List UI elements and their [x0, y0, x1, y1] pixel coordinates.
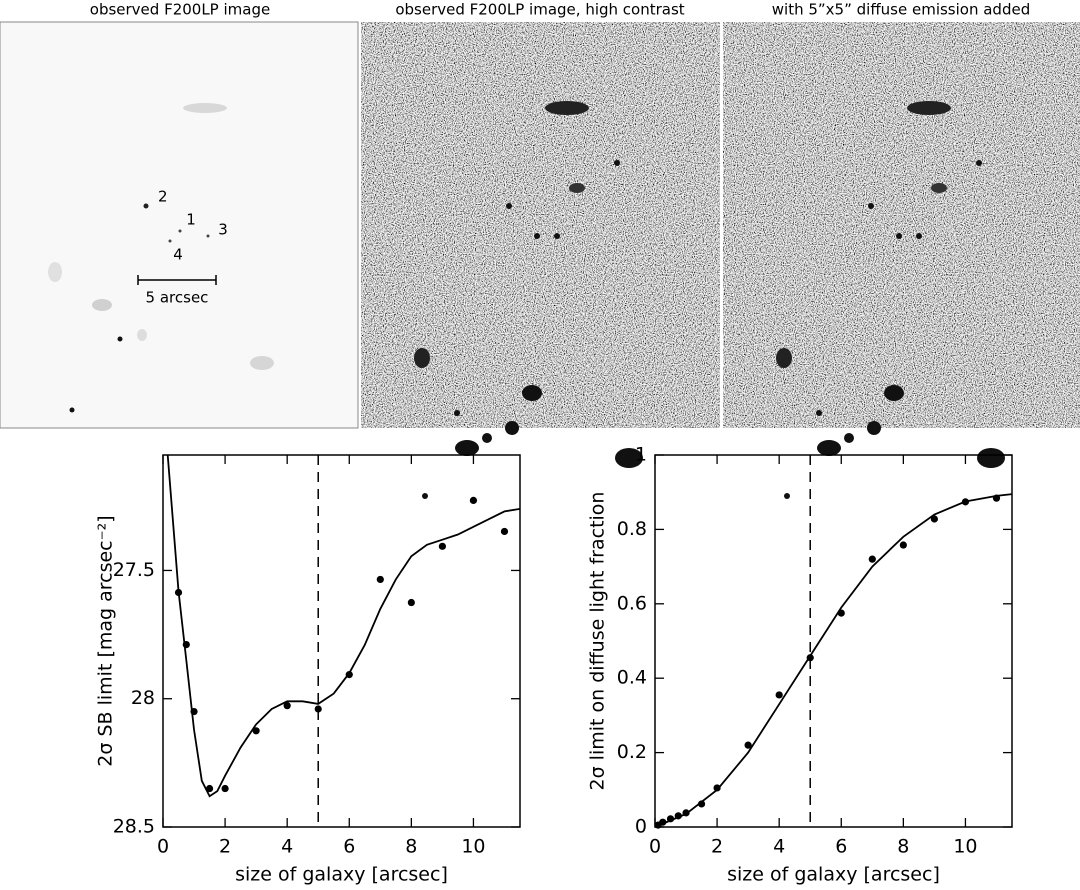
- x-axis-label: size of galaxy [arcsec]: [727, 864, 940, 886]
- x-tick-label: 4: [281, 836, 293, 858]
- model-curve: [654, 493, 1013, 828]
- source-label: 3: [218, 221, 228, 239]
- image-panels: 2 1 3 4 5 arcsec observed F200LP image o…: [0, 1, 1080, 499]
- y-axis-label: 2σ limit on diffuse light fraction: [587, 492, 609, 791]
- image-panel: [0, 21, 359, 429]
- panel-title: observed F200LP image, high contrast: [395, 1, 684, 19]
- data-point: [775, 691, 783, 699]
- y-tick-label: 0.8: [617, 518, 647, 540]
- data-point: [376, 575, 384, 584]
- data-point: [713, 784, 721, 792]
- y-axis-label: 2σ SB limit [mag arcsec⁻²]: [95, 515, 117, 766]
- x-tick-label: 10: [953, 836, 977, 858]
- data-point: [868, 555, 876, 563]
- data-point: [930, 515, 938, 523]
- x-tick-label: 0: [157, 836, 169, 858]
- data-point: [221, 784, 229, 793]
- x-tick-label: 8: [897, 836, 909, 858]
- data-point: [744, 741, 752, 749]
- y-tick-label: 28.5: [113, 816, 155, 838]
- x-tick-label: 6: [343, 836, 355, 858]
- data-point: [252, 727, 260, 735]
- plot-frame: [162, 454, 521, 828]
- x-tick-label: 6: [835, 836, 847, 858]
- data-point: [438, 542, 446, 550]
- x-tick-label: 8: [405, 836, 417, 858]
- x-tick-label: 4: [773, 836, 785, 858]
- x-tick-label: 10: [461, 836, 485, 858]
- image-panel: [361, 22, 720, 428]
- y-tick-label: 1: [635, 444, 647, 466]
- data-point: [283, 702, 291, 710]
- y-tick-label: 0: [635, 816, 647, 838]
- image-panel: [723, 22, 1080, 428]
- data-point: [407, 598, 415, 607]
- x-axis-label: size of galaxy [arcsec]: [235, 864, 448, 886]
- data-point: [469, 496, 478, 505]
- data-point: [899, 541, 907, 549]
- data-point: [314, 705, 322, 713]
- panel-title: observed F200LP image: [90, 1, 270, 19]
- plot-frame: [654, 454, 1013, 828]
- y-tick-label: 0.4: [617, 667, 647, 689]
- x-tick-label: 2: [219, 836, 231, 858]
- y-tick-label: 27.5: [113, 559, 155, 581]
- scale-label: 5 arcsec: [146, 289, 209, 307]
- source-label: 2: [158, 188, 168, 206]
- data-point: [500, 527, 509, 536]
- data-point: [205, 784, 214, 793]
- source-label: 1: [186, 211, 196, 229]
- y-tick-label: 28: [131, 687, 155, 709]
- panel-title: with 5”x5” diffuse emission added: [772, 1, 1030, 19]
- y-tick-label: 0.2: [617, 741, 647, 763]
- source-label: 4: [173, 246, 183, 264]
- data-point: [697, 800, 706, 808]
- x-tick-label: 0: [649, 836, 661, 858]
- x-tick-label: 2: [711, 836, 723, 858]
- model-curve: [166, 454, 521, 798]
- y-tick-label: 0.6: [617, 592, 647, 614]
